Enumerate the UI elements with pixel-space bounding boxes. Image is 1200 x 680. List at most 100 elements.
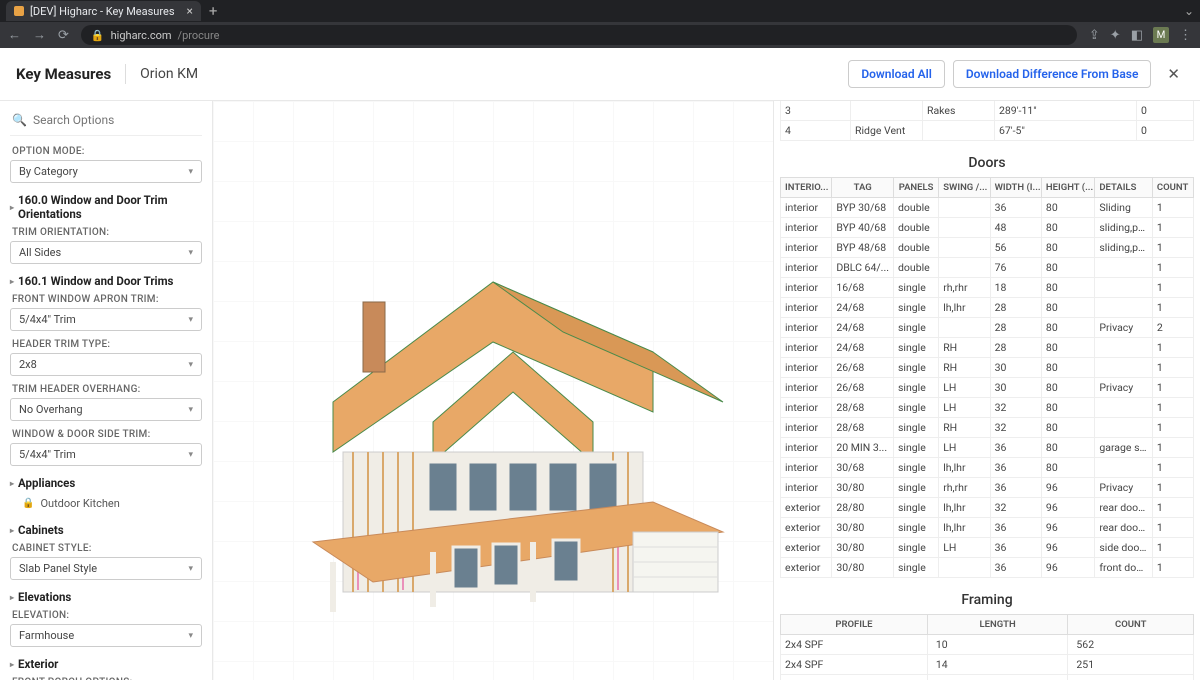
- tab-close-icon[interactable]: ×: [187, 4, 193, 18]
- header-trim-label: HEADER TRIM TYPE:: [12, 339, 200, 350]
- column-header[interactable]: INTERIO...: [781, 178, 832, 198]
- download-all-button[interactable]: Download All: [848, 60, 945, 88]
- url-path: /procure: [178, 29, 220, 42]
- cell: [1095, 338, 1153, 358]
- cell: exterior: [781, 558, 832, 578]
- cell: 80: [1041, 458, 1094, 478]
- table-row[interactable]: interior24/68singlelh,lhr28801: [781, 298, 1194, 318]
- table-row[interactable]: exterior30/80singlelh,lhr3696rear door,.…: [781, 518, 1194, 538]
- page-title: Key Measures: [16, 65, 111, 83]
- forward-icon[interactable]: →: [33, 27, 46, 43]
- column-header[interactable]: TAG: [832, 178, 894, 198]
- table-row[interactable]: interiorDBLC 64/...double76801: [781, 258, 1194, 278]
- table-row[interactable]: interior24/68singleRH28801: [781, 338, 1194, 358]
- cabinet-style-select[interactable]: Slab Panel Style▾: [10, 557, 202, 580]
- cell: single: [894, 298, 939, 318]
- new-tab-button[interactable]: +: [209, 2, 218, 20]
- column-header[interactable]: COUNT: [1152, 178, 1193, 198]
- table-row[interactable]: exterior30/80single3696front door...1: [781, 558, 1194, 578]
- column-header[interactable]: SWING /...: [939, 178, 990, 198]
- cell: double: [894, 238, 939, 258]
- column-header[interactable]: COUNT: [1068, 615, 1194, 635]
- table-row[interactable]: exterior28/80singlelh,lhr3296rear door,.…: [781, 498, 1194, 518]
- column-header[interactable]: PANELS: [894, 178, 939, 198]
- outdoor-kitchen-item[interactable]: 🔒Outdoor Kitchen: [10, 494, 202, 513]
- table-row[interactable]: 2x4 SPF10562: [781, 635, 1194, 655]
- cell: single: [894, 358, 939, 378]
- cell: RH: [939, 338, 990, 358]
- table-row[interactable]: interior20 MIN 3...singleLH3680garage se…: [781, 438, 1194, 458]
- table-row[interactable]: interior28/68singleRH32801: [781, 418, 1194, 438]
- cell: 16/68: [832, 278, 894, 298]
- trim-orientation-select[interactable]: All Sides▾: [10, 241, 202, 264]
- table-row[interactable]: interior28/68singleLH32801: [781, 398, 1194, 418]
- cell: 36: [990, 558, 1041, 578]
- address-bar[interactable]: 🔒 higharc.com/procure: [81, 25, 1077, 45]
- table-row[interactable]: interiorBYP 40/68double4880sliding,pri..…: [781, 218, 1194, 238]
- front-apron-select[interactable]: 5/4x4" Trim▾: [10, 308, 202, 331]
- cell: 80: [1041, 358, 1094, 378]
- table-row[interactable]: 4Ridge Vent67'-5"0: [781, 121, 1194, 141]
- section-160-1[interactable]: 160.1 Window and Door Trims: [10, 274, 202, 288]
- header-trim-select[interactable]: 2x8▾: [10, 353, 202, 376]
- table-row[interactable]: interior26/68singleRH30801: [781, 358, 1194, 378]
- cell: 36: [990, 458, 1041, 478]
- table-row[interactable]: 2x4 SPF8196: [781, 675, 1194, 680]
- column-header[interactable]: DETAILS: [1095, 178, 1153, 198]
- 3d-viewport[interactable]: [213, 101, 773, 680]
- table-row[interactable]: exterior30/80singleLH3696side door,...1: [781, 538, 1194, 558]
- cell: interior: [781, 398, 832, 418]
- cell: 28: [990, 318, 1041, 338]
- cell: 80: [1041, 318, 1094, 338]
- table-row[interactable]: interior26/68singleLH3080Privacy1: [781, 378, 1194, 398]
- cell: 0: [1137, 101, 1194, 121]
- close-icon[interactable]: ✕: [1163, 61, 1184, 87]
- table-row[interactable]: interior30/68singlelh,lhr36801: [781, 458, 1194, 478]
- cell: [1095, 418, 1153, 438]
- cell: lh,lhr: [939, 458, 990, 478]
- download-diff-button[interactable]: Download Difference From Base: [953, 60, 1152, 88]
- table-row[interactable]: interiorBYP 48/68double5680sliding,pri..…: [781, 238, 1194, 258]
- search-icon: 🔍: [12, 113, 27, 127]
- tabs-menu-icon[interactable]: ⌄: [1184, 4, 1194, 18]
- section-cabinets[interactable]: Cabinets: [10, 523, 202, 537]
- column-header[interactable]: HEIGHT (...: [1041, 178, 1094, 198]
- cell: Privacy: [1095, 378, 1153, 398]
- cell: 80: [1041, 238, 1094, 258]
- column-header[interactable]: PROFILE: [781, 615, 928, 635]
- panel-icon[interactable]: ◧: [1131, 28, 1143, 43]
- cell: 80: [1041, 378, 1094, 398]
- table-row[interactable]: 3Rakes289'-11"0: [781, 101, 1194, 121]
- cell: 96: [1041, 478, 1094, 498]
- column-header[interactable]: WIDTH (I...: [990, 178, 1041, 198]
- search-box[interactable]: 🔍: [10, 109, 202, 136]
- extensions-icon[interactable]: ✦: [1110, 28, 1121, 43]
- reload-icon[interactable]: ⟳: [58, 28, 69, 43]
- table-row[interactable]: interior30/80singlerh,rhr3696Privacy1: [781, 478, 1194, 498]
- browser-tab[interactable]: [DEV] Higharc - Key Measures ×: [6, 1, 201, 21]
- section-160-0[interactable]: 160.0 Window and Door Trim Orientations: [10, 193, 202, 221]
- cell: 24/68: [832, 298, 894, 318]
- cell: interior: [781, 198, 832, 218]
- side-trim-select[interactable]: 5/4x4" Trim▾: [10, 443, 202, 466]
- profile-avatar[interactable]: M: [1153, 27, 1169, 43]
- elevation-select[interactable]: Farmhouse▾: [10, 624, 202, 647]
- column-header[interactable]: LENGTH: [927, 615, 1068, 635]
- section-appliances[interactable]: Appliances: [10, 476, 202, 490]
- table-row[interactable]: 2x4 SPF14251: [781, 655, 1194, 675]
- table-row[interactable]: interiorBYP 30/68double3680Sliding1: [781, 198, 1194, 218]
- back-icon[interactable]: ←: [8, 27, 21, 43]
- menu-icon[interactable]: ⋮: [1179, 28, 1192, 43]
- table-row[interactable]: interior24/68single2880Privacy2: [781, 318, 1194, 338]
- section-exterior[interactable]: Exterior: [10, 657, 202, 671]
- search-input[interactable]: [33, 113, 200, 127]
- table-row[interactable]: interior16/68singlerh,rhr18801: [781, 278, 1194, 298]
- trim-overhang-select[interactable]: No Overhang▾: [10, 398, 202, 421]
- option-mode-select[interactable]: By Category▾: [10, 160, 202, 183]
- cell: 30/80: [832, 538, 894, 558]
- cell: interior: [781, 318, 832, 338]
- trim-overhang-label: TRIM HEADER OVERHANG:: [12, 384, 200, 395]
- section-elevations[interactable]: Elevations: [10, 590, 202, 604]
- share-icon[interactable]: ⇪: [1089, 28, 1100, 43]
- lock-icon: 🔒: [22, 498, 34, 509]
